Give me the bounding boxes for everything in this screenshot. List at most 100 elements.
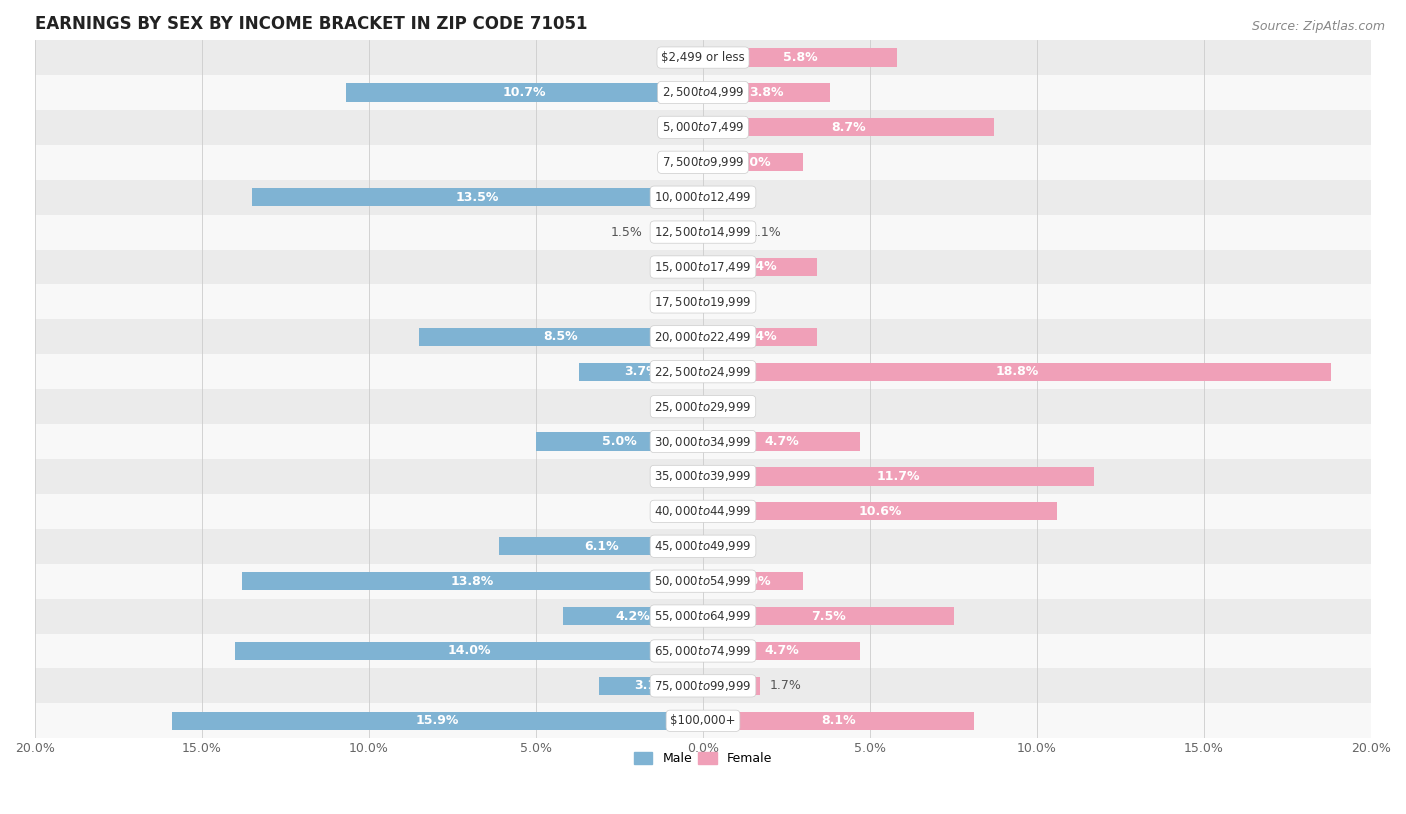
Bar: [35, 40, 1371, 75]
Text: 0.0%: 0.0%: [661, 505, 693, 518]
Text: 5.0%: 5.0%: [602, 435, 637, 448]
Text: $20,000 to $22,499: $20,000 to $22,499: [654, 330, 752, 344]
Text: 8.5%: 8.5%: [544, 330, 578, 344]
Bar: [536, 432, 703, 451]
Bar: [703, 362, 1331, 381]
Text: 10.7%: 10.7%: [502, 86, 546, 99]
Bar: [703, 153, 803, 172]
Text: $10,000 to $12,499: $10,000 to $12,499: [654, 190, 752, 204]
Bar: [252, 188, 703, 206]
Text: 3.0%: 3.0%: [735, 155, 770, 168]
Text: $15,000 to $17,499: $15,000 to $17,499: [654, 260, 752, 274]
Text: 6.1%: 6.1%: [583, 540, 619, 553]
Text: 0.0%: 0.0%: [661, 260, 693, 274]
Text: $55,000 to $64,999: $55,000 to $64,999: [654, 609, 752, 623]
Bar: [242, 572, 703, 590]
Text: $40,000 to $44,999: $40,000 to $44,999: [654, 505, 752, 519]
Text: $17,500 to $19,999: $17,500 to $19,999: [654, 295, 752, 309]
Text: 0.0%: 0.0%: [661, 400, 693, 414]
Text: $35,000 to $39,999: $35,000 to $39,999: [654, 470, 752, 484]
Text: Source: ZipAtlas.com: Source: ZipAtlas.com: [1251, 20, 1385, 33]
Text: $100,000+: $100,000+: [671, 714, 735, 727]
Text: 13.8%: 13.8%: [451, 575, 494, 588]
Bar: [35, 494, 1371, 529]
Bar: [703, 83, 830, 102]
Text: $50,000 to $54,999: $50,000 to $54,999: [654, 574, 752, 589]
Bar: [703, 258, 817, 276]
Bar: [499, 537, 703, 555]
Text: 4.2%: 4.2%: [616, 610, 650, 623]
Bar: [35, 75, 1371, 110]
Bar: [562, 607, 703, 625]
Bar: [35, 703, 1371, 738]
Text: $7,500 to $9,999: $7,500 to $9,999: [662, 155, 744, 169]
Text: EARNINGS BY SEX BY INCOME BRACKET IN ZIP CODE 71051: EARNINGS BY SEX BY INCOME BRACKET IN ZIP…: [35, 15, 588, 33]
Bar: [35, 598, 1371, 633]
Bar: [703, 118, 994, 137]
Text: $45,000 to $49,999: $45,000 to $49,999: [654, 539, 752, 554]
Bar: [703, 572, 803, 590]
Bar: [35, 459, 1371, 494]
Bar: [35, 145, 1371, 180]
Bar: [235, 642, 703, 660]
Bar: [703, 328, 817, 346]
Text: $65,000 to $74,999: $65,000 to $74,999: [654, 644, 752, 658]
Text: 10.6%: 10.6%: [858, 505, 901, 518]
Text: 0.0%: 0.0%: [713, 190, 745, 204]
Text: $2,499 or less: $2,499 or less: [661, 51, 745, 64]
Bar: [703, 467, 1094, 485]
Bar: [35, 668, 1371, 703]
Bar: [703, 502, 1057, 520]
Bar: [35, 354, 1371, 389]
Text: 4.7%: 4.7%: [763, 645, 799, 658]
Text: 3.4%: 3.4%: [742, 330, 778, 344]
Bar: [419, 328, 703, 346]
Text: 0.0%: 0.0%: [713, 540, 745, 553]
Bar: [703, 432, 860, 451]
Text: 1.5%: 1.5%: [612, 225, 643, 239]
Bar: [35, 319, 1371, 354]
Bar: [703, 676, 759, 695]
Text: 13.5%: 13.5%: [456, 190, 499, 204]
Text: 0.0%: 0.0%: [713, 400, 745, 414]
Bar: [35, 389, 1371, 424]
Text: 3.7%: 3.7%: [624, 365, 658, 379]
Text: 3.4%: 3.4%: [742, 260, 778, 274]
Text: $30,000 to $34,999: $30,000 to $34,999: [654, 435, 752, 449]
Bar: [703, 607, 953, 625]
Text: 0.0%: 0.0%: [661, 120, 693, 133]
Bar: [35, 563, 1371, 598]
Text: 14.0%: 14.0%: [447, 645, 491, 658]
Text: 4.7%: 4.7%: [763, 435, 799, 448]
Bar: [579, 362, 703, 381]
Bar: [35, 215, 1371, 250]
Text: $2,500 to $4,999: $2,500 to $4,999: [662, 85, 744, 99]
Text: 0.0%: 0.0%: [713, 295, 745, 309]
Bar: [703, 49, 897, 67]
Text: 8.1%: 8.1%: [821, 714, 856, 727]
Text: 11.7%: 11.7%: [877, 470, 920, 483]
Bar: [35, 424, 1371, 459]
Text: 1.1%: 1.1%: [749, 225, 782, 239]
Text: 3.1%: 3.1%: [634, 680, 668, 693]
Bar: [599, 676, 703, 695]
Bar: [703, 223, 740, 241]
Text: 0.0%: 0.0%: [661, 470, 693, 483]
Text: 1.7%: 1.7%: [770, 680, 801, 693]
Bar: [703, 711, 973, 730]
Text: $5,000 to $7,499: $5,000 to $7,499: [662, 120, 744, 134]
Bar: [35, 110, 1371, 145]
Text: $12,500 to $14,999: $12,500 to $14,999: [654, 225, 752, 239]
Bar: [35, 284, 1371, 319]
Bar: [172, 711, 703, 730]
Text: 0.0%: 0.0%: [661, 155, 693, 168]
Text: 18.8%: 18.8%: [995, 365, 1039, 379]
Bar: [35, 180, 1371, 215]
Bar: [346, 83, 703, 102]
Text: 3.0%: 3.0%: [735, 575, 770, 588]
Bar: [652, 223, 703, 241]
Legend: Male, Female: Male, Female: [628, 747, 778, 770]
Bar: [35, 529, 1371, 563]
Text: $22,500 to $24,999: $22,500 to $24,999: [654, 365, 752, 379]
Text: 3.8%: 3.8%: [749, 86, 783, 99]
